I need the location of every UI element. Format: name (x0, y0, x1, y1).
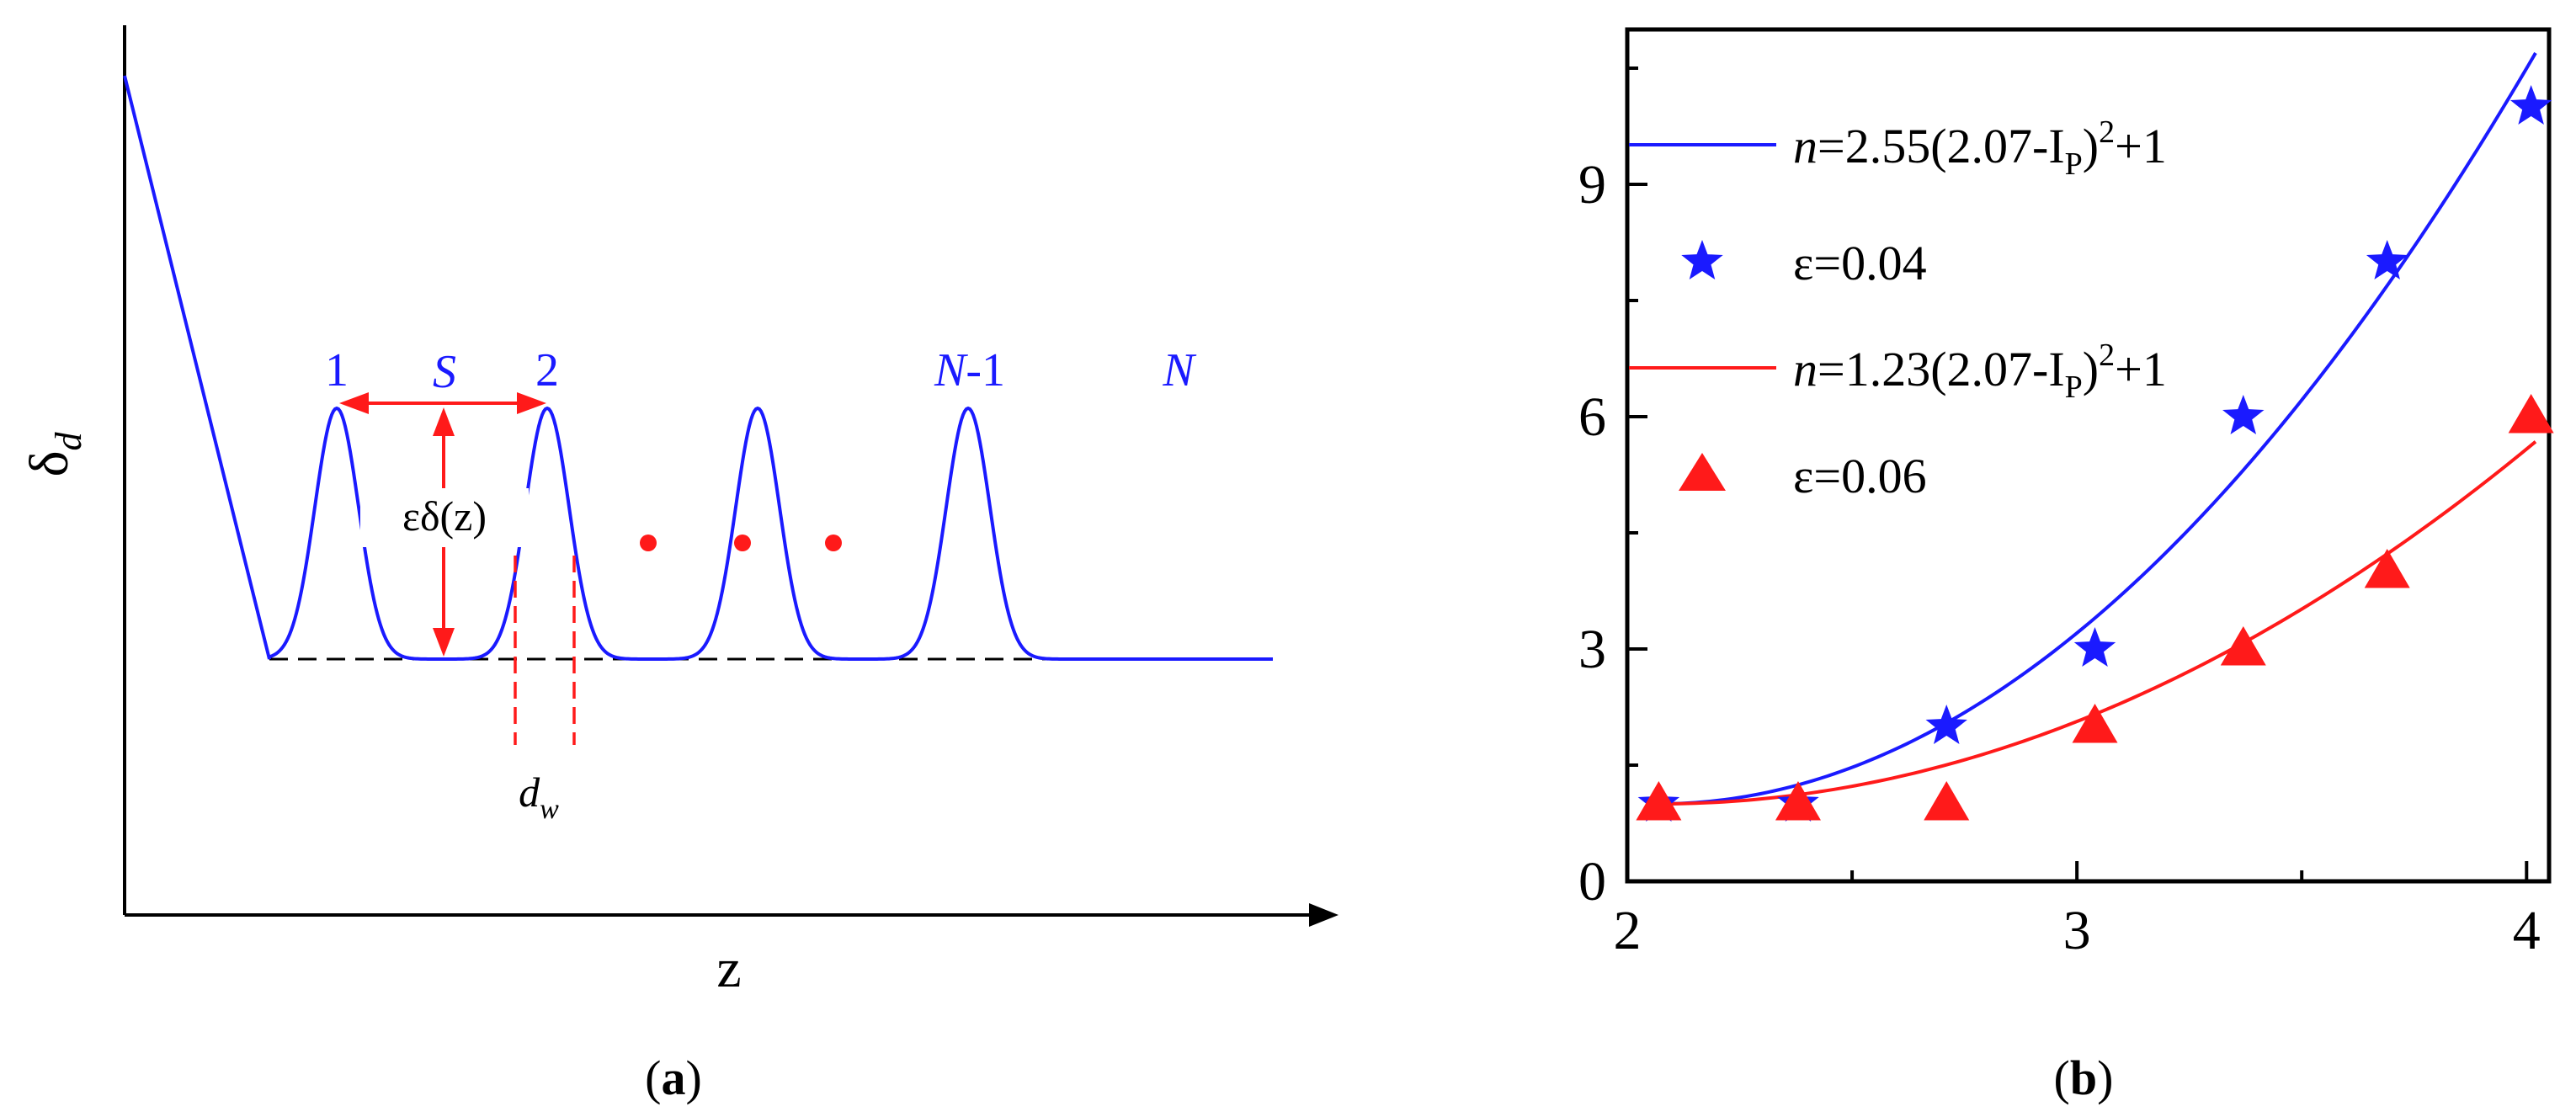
legend-fit-blue-tail: ) (2083, 119, 2099, 173)
triangle-point (1636, 781, 1682, 821)
panel-a-caption-open: ( (645, 1051, 661, 1105)
legend-label-fit-red: n=1.23(2.07-IP)2+1 (1793, 338, 2167, 405)
panel-b-caption-close: ) (2097, 1051, 2113, 1105)
legend-label-eps-006: ε=0.06 (1793, 449, 1927, 503)
x-tick-label-2: 2 (1614, 900, 1642, 961)
legend-fit-blue-sub: P (2065, 146, 2083, 182)
y-tick-label-3: 3 (1578, 619, 1606, 680)
ellipsis-dot-2 (734, 535, 751, 551)
y-label-delta: δ (19, 450, 80, 476)
legend-fit-red-sup: 2 (2099, 338, 2115, 373)
width-label: dw (519, 769, 559, 825)
y-tick-label-6: 6 (1578, 386, 1606, 448)
legend-label-fit-blue: n=2.55(2.07-IP)2+1 (1793, 114, 2167, 182)
fit-curve-blue (1658, 51, 2537, 806)
tick-group (1626, 66, 2529, 883)
panel-a-y-label: δd (19, 431, 89, 476)
legend-fit-blue-formula: =2.55(2.07-I (1818, 119, 2065, 173)
y-tick-label-9: 9 (1578, 154, 1606, 215)
triangle-point (2364, 549, 2410, 588)
width-label-sub: w (540, 794, 559, 825)
legend-fit-red-n: n (1793, 342, 1818, 396)
spacing-arrowhead-right (517, 392, 546, 414)
legend-fit-red-tail: ) (2083, 342, 2099, 396)
panel-a-x-label: z (716, 938, 741, 999)
peak-label-1: 1 (325, 344, 349, 396)
star-point (2509, 85, 2552, 125)
legend-fit-blue-sup: 2 (2099, 114, 2115, 150)
x-tick-label-3: 3 (2063, 900, 2091, 961)
height-arrowhead-top (433, 407, 455, 436)
x-tick-label-4: 4 (2513, 900, 2541, 961)
panel-a-caption-letter: a (662, 1051, 686, 1105)
legend-fit-red-formula: =1.23(2.07-I (1818, 342, 2065, 396)
y-label-sub: d (48, 431, 89, 450)
panel-a-x-axis-arrow (1309, 903, 1339, 927)
peak-label-n-minus-1-rest: -1 (966, 344, 1005, 396)
peak-label-2: 2 (535, 344, 559, 396)
data-points (1636, 85, 2554, 822)
height-label-backdrop (360, 488, 529, 547)
triangle-point (2072, 704, 2118, 743)
peak-label-n-minus-1-n: N (934, 344, 968, 396)
peak-label-n: N (1162, 344, 1196, 396)
star-point (2366, 240, 2408, 280)
peak-label-n-minus-1: N-1 (934, 344, 1005, 396)
panel-b-caption: (b) (2054, 1051, 2114, 1105)
star-point (2073, 627, 2116, 668)
legend-fit-blue-end: +1 (2115, 119, 2167, 173)
y-tick-label-0: 0 (1578, 851, 1606, 912)
spacing-arrowhead-left (339, 392, 369, 414)
triangle-point (1924, 781, 1970, 821)
triangle-point (2508, 394, 2554, 434)
ellipsis-dot-1 (640, 535, 657, 551)
fit-curve-red (1658, 440, 2537, 806)
potential-profile-curve (123, 75, 1273, 661)
width-label-main: d (519, 769, 540, 816)
legend-fit-red-end: +1 (2115, 342, 2167, 396)
legend-fit-red-sub: P (2065, 370, 2083, 405)
triangle-point (2220, 626, 2266, 666)
legend-fit-blue-n: n (1793, 119, 1818, 173)
panel-b-caption-letter: b (2070, 1051, 2097, 1105)
ellipsis-dot-3 (825, 535, 842, 551)
panel-a-caption: (a) (645, 1051, 702, 1105)
legend-triangle-marker (1679, 453, 1726, 491)
spacing-label: S (433, 346, 456, 398)
panel-a-schematic: 1 2 N-1 N S εδ(z) dw δd z (a) (19, 25, 1339, 1105)
panel-b-caption-open: ( (2054, 1051, 2070, 1105)
tick-label-group: 2 3 4 0 3 6 9 (1578, 154, 2541, 961)
star-point (1925, 705, 1967, 745)
star-point (2222, 395, 2265, 435)
plot-frame (1625, 27, 2552, 884)
height-arrowhead-bottom (433, 628, 455, 657)
triangle-point (1775, 781, 1821, 821)
panel-a-caption-close: ) (686, 1051, 702, 1105)
legend-label-eps-004: ε=0.04 (1793, 236, 1927, 290)
height-label: εδ(z) (402, 492, 487, 540)
legend-star-marker (1681, 240, 1723, 280)
legend: n=2.55(2.07-IP)2+1 ε=0.04 n=1.23(2.07-IP… (1629, 114, 2167, 503)
